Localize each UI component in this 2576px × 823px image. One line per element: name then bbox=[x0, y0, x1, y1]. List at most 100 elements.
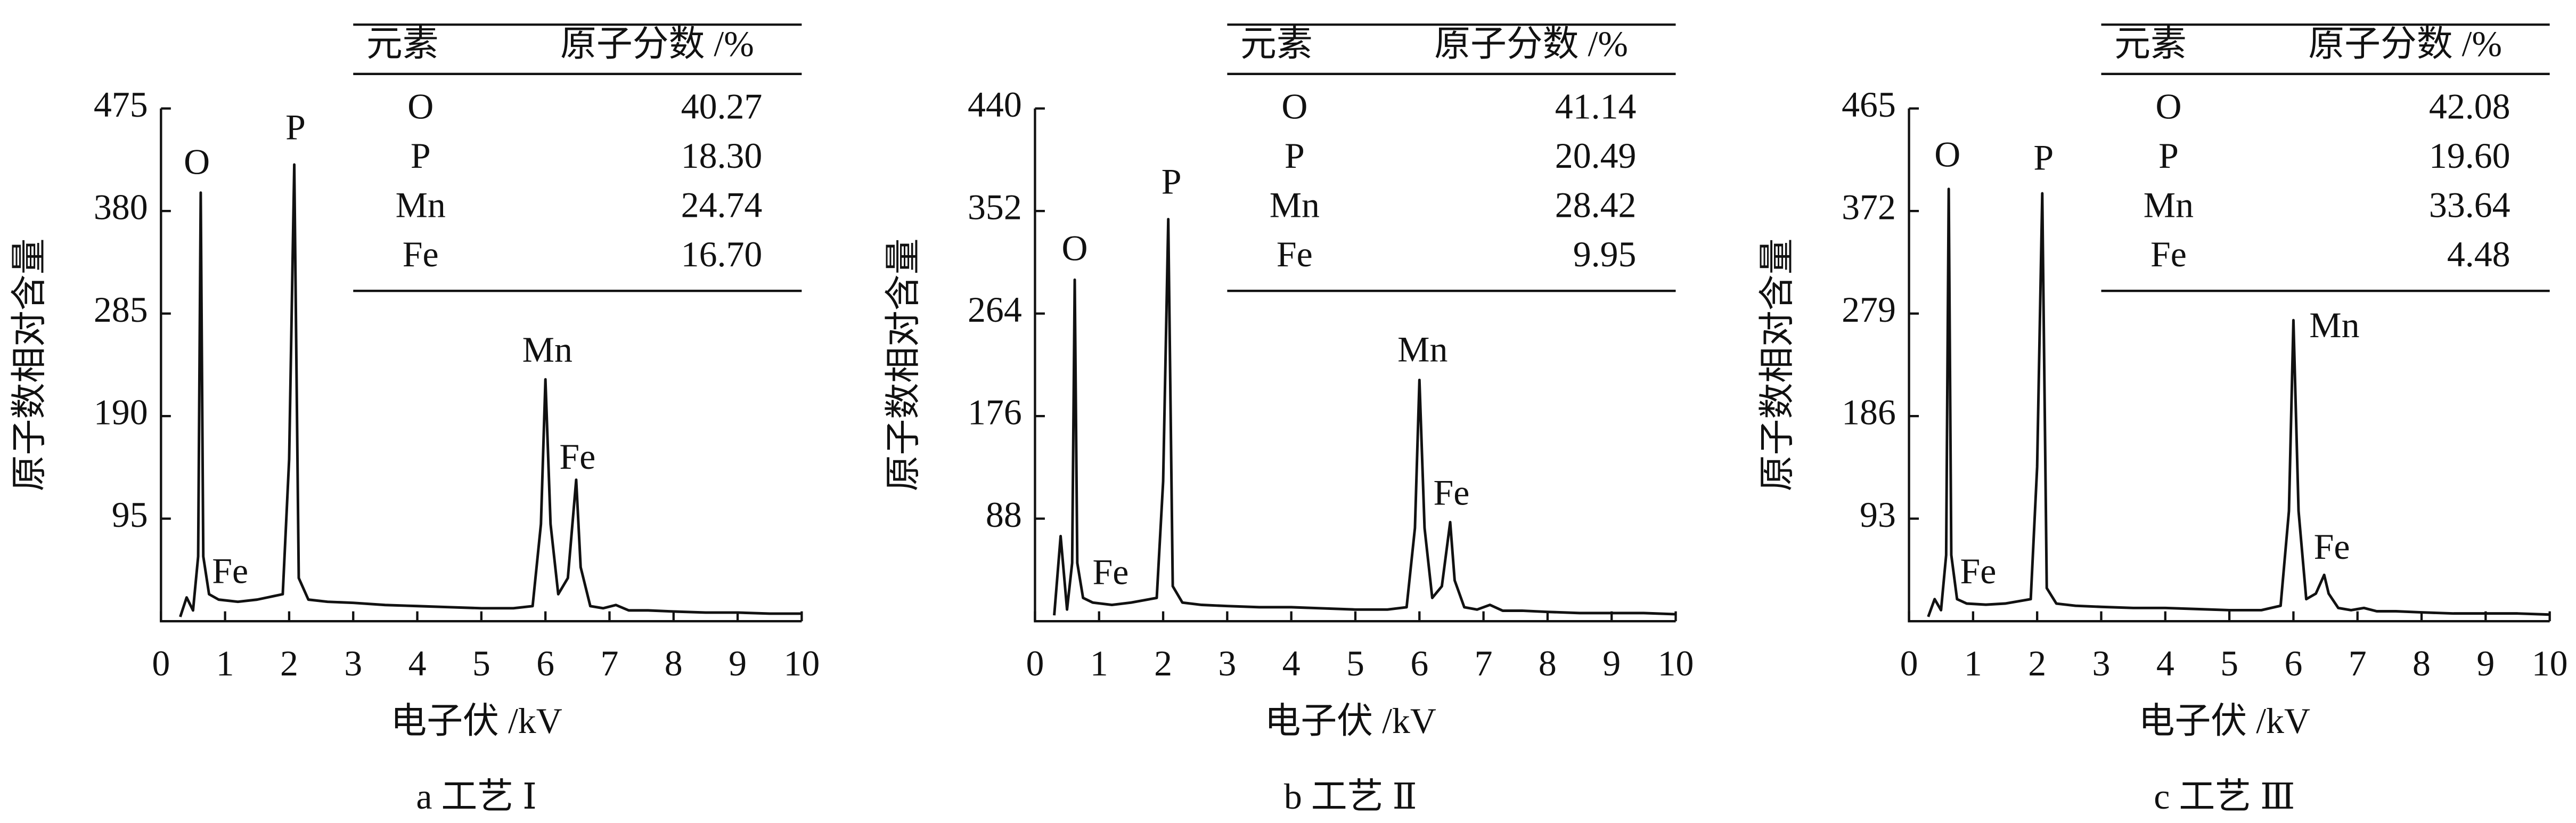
peak-label: Fe bbox=[1960, 551, 1997, 591]
x-tick-label: 5 bbox=[472, 643, 490, 683]
x-tick-label: 9 bbox=[729, 643, 747, 683]
peak-label: Mn bbox=[2309, 305, 2359, 345]
table-cell: Fe bbox=[403, 234, 439, 274]
x-tick-label: 4 bbox=[408, 643, 427, 683]
table-cell: 4.48 bbox=[2447, 234, 2510, 274]
caption: b 工艺 Ⅱ bbox=[1284, 777, 1417, 817]
x-tick-label: 6 bbox=[536, 643, 554, 683]
x-tick-label: 2 bbox=[1154, 643, 1172, 683]
table-cell: P bbox=[411, 136, 431, 176]
y-tick-label: 264 bbox=[968, 290, 1022, 330]
x-tick-label: 9 bbox=[1602, 643, 1621, 683]
x-tick-label: 5 bbox=[1346, 643, 1364, 683]
y-tick-label: 88 bbox=[986, 495, 1022, 535]
table-cell: Fe bbox=[1277, 234, 1313, 274]
table-cell: 24.74 bbox=[681, 185, 763, 225]
y-tick-label: 465 bbox=[1842, 85, 1896, 125]
x-axis-label: 电子伏 /kV bbox=[1265, 701, 1436, 741]
peak-label: Mn bbox=[522, 330, 573, 370]
table-cell: P bbox=[1285, 136, 1305, 176]
caption: c 工艺 Ⅲ bbox=[2154, 777, 2295, 817]
peak-label: O bbox=[1934, 134, 1960, 174]
peak-label: P bbox=[2033, 138, 2054, 178]
x-tick-label: 5 bbox=[2220, 643, 2238, 683]
x-tick-label: 10 bbox=[783, 643, 820, 683]
table-cell: O bbox=[2155, 86, 2181, 126]
table-cell: Mn bbox=[1270, 185, 1320, 225]
x-tick-label: 0 bbox=[152, 643, 170, 683]
x-tick-label: 8 bbox=[665, 643, 683, 683]
x-tick-label: 1 bbox=[1090, 643, 1108, 683]
caption: a 工艺 Ⅰ bbox=[416, 777, 537, 817]
peak-label: Fe bbox=[559, 437, 595, 477]
x-tick-label: 8 bbox=[1539, 643, 1557, 683]
table-cell: Mn bbox=[396, 185, 446, 225]
y-tick-label: 475 bbox=[94, 85, 148, 125]
table-header: 元素 bbox=[2114, 24, 2187, 64]
table-cell: O bbox=[407, 86, 434, 126]
x-tick-label: 3 bbox=[2092, 643, 2111, 683]
table-cell: 19.60 bbox=[2429, 136, 2510, 176]
peak-label: O bbox=[184, 142, 210, 182]
x-axis-label: 电子伏 /kV bbox=[390, 701, 562, 741]
x-tick-label: 0 bbox=[1026, 643, 1044, 683]
x-tick-label: 4 bbox=[1282, 643, 1301, 683]
y-tick-label: 372 bbox=[1842, 188, 1896, 227]
table-header: 元素 bbox=[366, 24, 439, 64]
x-tick-label: 3 bbox=[344, 643, 362, 683]
x-tick-label: 0 bbox=[1900, 643, 1918, 683]
peak-label: Fe bbox=[2314, 527, 2350, 567]
y-tick-label: 93 bbox=[1860, 495, 1896, 535]
table-cell: O bbox=[1281, 86, 1307, 126]
table-cell: 33.64 bbox=[2429, 185, 2510, 225]
x-tick-label: 4 bbox=[2156, 643, 2174, 683]
y-tick-label: 440 bbox=[968, 85, 1022, 125]
table-cell: 9.95 bbox=[1573, 234, 1637, 274]
y-axis-label: 原子数相对含量 bbox=[1757, 238, 1797, 491]
table-cell: 42.08 bbox=[2429, 86, 2510, 126]
table-header: 元素 bbox=[1240, 24, 1313, 64]
table-cell: 41.14 bbox=[1555, 86, 1637, 126]
x-tick-label: 6 bbox=[2284, 643, 2302, 683]
y-tick-label: 352 bbox=[968, 188, 1022, 227]
x-tick-label: 2 bbox=[2028, 643, 2046, 683]
x-tick-label: 10 bbox=[2532, 643, 2568, 683]
x-axis-label: 电子伏 /kV bbox=[2139, 701, 2310, 741]
table-cell: P bbox=[2158, 136, 2179, 176]
y-axis-label: 原子数相对含量 bbox=[883, 238, 923, 491]
y-tick-label: 380 bbox=[94, 188, 148, 227]
table-cell: 18.30 bbox=[681, 136, 763, 176]
peak-label: Fe bbox=[212, 551, 248, 591]
y-tick-label: 186 bbox=[1842, 393, 1896, 433]
table-cell: 28.42 bbox=[1555, 185, 1637, 225]
table-cell: Mn bbox=[2144, 185, 2194, 225]
x-tick-label: 7 bbox=[2349, 643, 2367, 683]
peak-label: Fe bbox=[1092, 552, 1128, 592]
x-tick-label: 1 bbox=[1964, 643, 1982, 683]
y-tick-label: 190 bbox=[94, 393, 148, 433]
peak-label: Mn bbox=[1397, 330, 1448, 370]
peak-label: Fe bbox=[1434, 473, 1470, 513]
x-tick-label: 1 bbox=[216, 643, 234, 683]
y-tick-label: 279 bbox=[1842, 290, 1896, 330]
table-header: 原子分数 /% bbox=[560, 24, 754, 64]
spectrum-line bbox=[1053, 217, 1676, 616]
peak-label: P bbox=[285, 108, 306, 148]
table-cell: 40.27 bbox=[681, 86, 763, 126]
table-cell: 20.49 bbox=[1555, 136, 1637, 176]
x-tick-label: 7 bbox=[601, 643, 619, 683]
table-header: 原子分数 /% bbox=[1434, 24, 1628, 64]
table-cell: Fe bbox=[2150, 234, 2187, 274]
x-tick-label: 10 bbox=[1658, 643, 1694, 683]
x-tick-label: 3 bbox=[1218, 643, 1236, 683]
x-tick-label: 8 bbox=[2413, 643, 2431, 683]
spectrum-line bbox=[179, 163, 802, 617]
y-tick-label: 176 bbox=[968, 393, 1022, 433]
x-tick-label: 7 bbox=[1475, 643, 1493, 683]
x-tick-label: 9 bbox=[2476, 643, 2495, 683]
y-tick-label: 95 bbox=[112, 495, 148, 535]
